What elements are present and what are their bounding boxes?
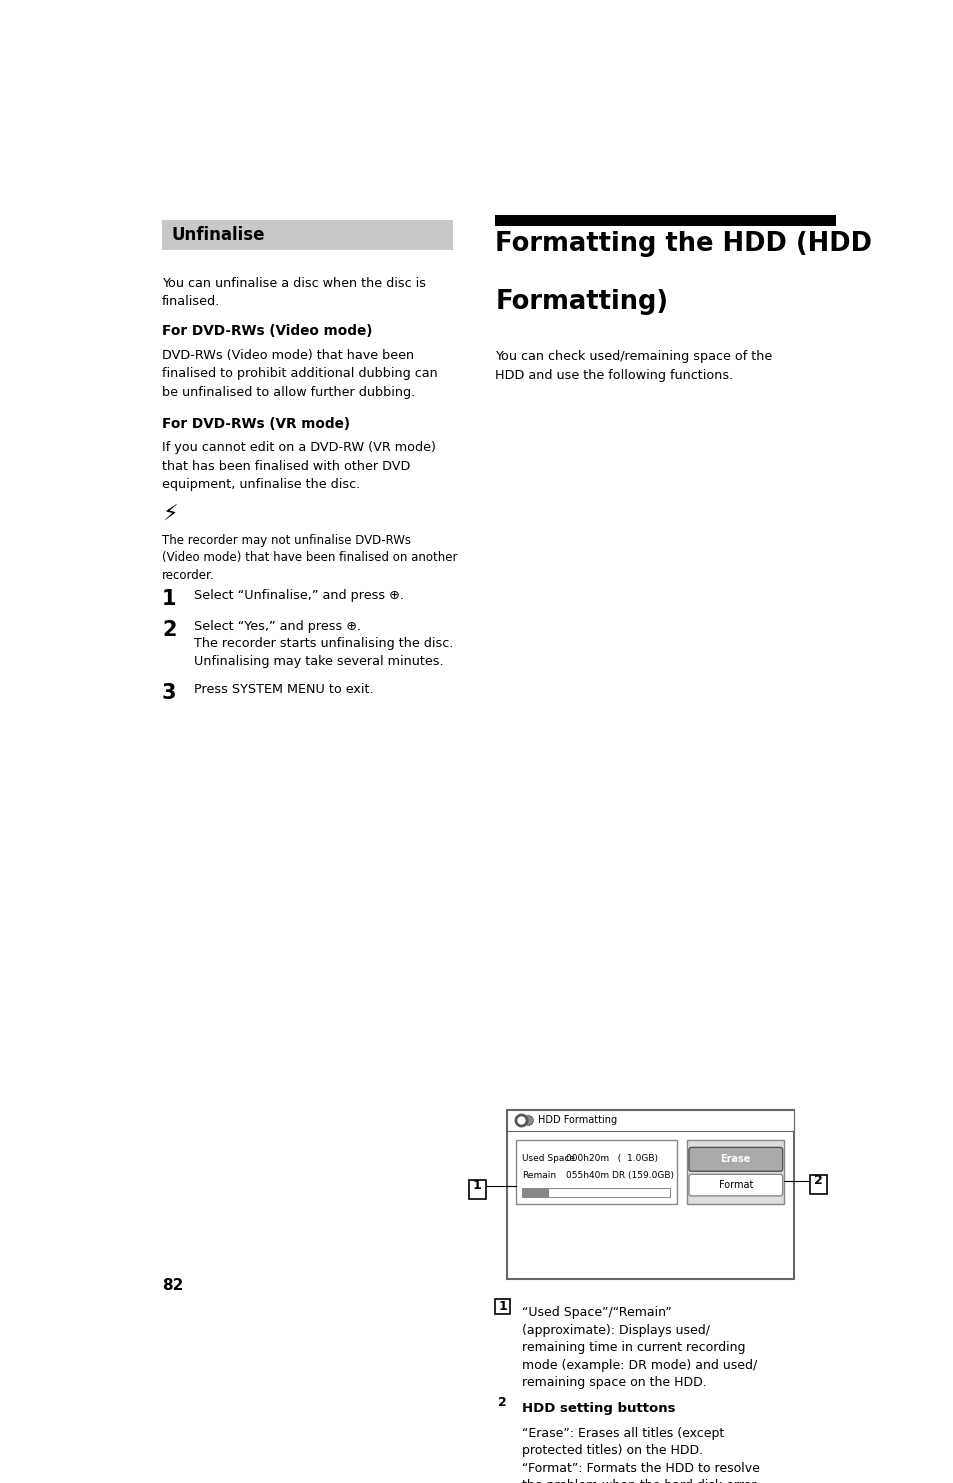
Bar [468,1180,485,1200]
Text: Unfinalise: Unfinalise [171,225,264,243]
FancyBboxPatch shape [688,1175,781,1195]
Text: “Erase”: Erases all titles (except
protected titles) on the HDD.
“Format”: Forma: “Erase”: Erases all titles (except prote… [521,1427,772,1483]
Text: Format: Format [718,1180,752,1191]
Text: Select “Yes,” and press ⊕.
The recorder starts unfinalising the disc.
Unfinalisi: Select “Yes,” and press ⊕. The recorder … [194,620,454,667]
Bar [521,1188,670,1197]
Text: You can unfinalise a disc when the disc is
finalised.: You can unfinalise a disc when the disc … [162,276,425,308]
Text: Used Space: Used Space [521,1154,575,1163]
Bar [506,1109,793,1132]
Text: Formatting the HDD (HDD: Formatting the HDD (HDD [495,231,871,257]
Text: For DVD-RWs (VR mode): For DVD-RWs (VR mode) [162,417,350,430]
Text: 82: 82 [162,1278,183,1293]
Text: “Used Space”/“Remain”
(approximate): Displays used/
remaining time in current re: “Used Space”/“Remain” (approximate): Dis… [521,1307,757,1390]
Text: 2: 2 [497,1396,507,1409]
Bar [506,1109,793,1278]
FancyBboxPatch shape [688,1148,781,1172]
Text: 3: 3 [162,684,176,703]
Text: 1: 1 [162,589,176,610]
Text: 2: 2 [162,620,176,641]
Text: For DVD-RWs (Video mode): For DVD-RWs (Video mode) [162,325,372,338]
Text: 1: 1 [497,1299,507,1312]
Bar [495,215,835,227]
Bar [495,1299,510,1314]
Text: Formatting): Formatting) [495,289,667,314]
Bar [495,1396,510,1410]
Text: DVD-RWs (Video mode) that have been
finalised to prohibit additional dubbing can: DVD-RWs (Video mode) that have been fina… [162,349,437,399]
Text: Erase: Erase [720,1154,750,1164]
Bar [516,1140,676,1204]
Bar [687,1140,783,1204]
Bar [162,221,452,249]
Text: Remain: Remain [521,1172,556,1180]
Text: You can check used/remaining space of the
HDD and use the following functions.: You can check used/remaining space of th… [495,350,772,383]
Text: HDD Formatting: HDD Formatting [537,1115,617,1126]
Text: If you cannot edit on a DVD-RW (VR mode)
that has been finalised with other DVD
: If you cannot edit on a DVD-RW (VR mode)… [162,442,436,491]
Text: 1: 1 [473,1179,481,1192]
Text: 055h40m DR (159.0GB): 055h40m DR (159.0GB) [566,1172,674,1180]
Text: The recorder may not unfinalise DVD-RWs
(Video mode) that have been finalised on: The recorder may not unfinalise DVD-RWs … [162,534,456,581]
Text: HDD setting buttons: HDD setting buttons [521,1403,675,1415]
Text: 000h20m   (  1.0GB): 000h20m ( 1.0GB) [566,1154,658,1163]
Text: Select “Unfinalise,” and press ⊕.: Select “Unfinalise,” and press ⊕. [194,589,404,602]
Text: ⚡: ⚡ [162,504,177,525]
Text: 2: 2 [813,1175,821,1188]
Text: Press SYSTEM MENU to exit.: Press SYSTEM MENU to exit. [194,684,374,696]
Bar [521,1188,548,1197]
Bar [809,1175,826,1194]
